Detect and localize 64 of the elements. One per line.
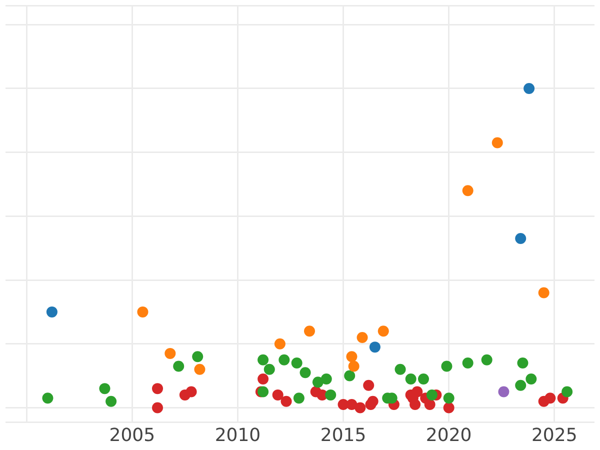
point bbox=[152, 402, 163, 414]
point bbox=[164, 348, 176, 359]
point bbox=[186, 386, 197, 398]
point bbox=[300, 367, 311, 378]
x-tick-label: 2015 bbox=[320, 424, 366, 446]
point bbox=[424, 399, 436, 410]
point bbox=[99, 383, 110, 394]
point bbox=[106, 396, 117, 407]
point bbox=[258, 373, 269, 384]
point bbox=[272, 389, 284, 400]
point bbox=[320, 373, 332, 384]
point bbox=[498, 386, 510, 398]
point bbox=[152, 383, 163, 394]
point bbox=[367, 396, 378, 407]
point bbox=[291, 358, 302, 369]
x-tick-label: 2010 bbox=[214, 424, 261, 446]
point bbox=[325, 389, 336, 400]
point bbox=[354, 402, 366, 414]
point bbox=[363, 380, 374, 391]
point bbox=[418, 373, 429, 384]
point bbox=[515, 233, 526, 244]
point bbox=[515, 380, 526, 391]
point bbox=[544, 392, 556, 404]
point bbox=[562, 386, 573, 398]
point bbox=[481, 354, 492, 366]
point bbox=[46, 306, 58, 318]
point bbox=[443, 392, 454, 404]
point bbox=[312, 376, 324, 388]
point bbox=[356, 332, 368, 343]
point bbox=[258, 386, 269, 398]
point bbox=[346, 399, 358, 410]
point bbox=[278, 354, 290, 366]
x-tick-label: 2005 bbox=[109, 424, 156, 446]
point bbox=[348, 360, 360, 372]
point bbox=[410, 399, 421, 410]
point bbox=[346, 351, 358, 362]
point bbox=[492, 137, 503, 148]
point bbox=[293, 392, 304, 404]
point bbox=[462, 358, 474, 369]
point bbox=[462, 185, 474, 196]
point bbox=[526, 373, 537, 384]
point bbox=[42, 392, 54, 404]
point bbox=[304, 326, 315, 337]
point bbox=[405, 373, 416, 384]
point bbox=[441, 360, 452, 372]
point bbox=[369, 342, 380, 353]
point bbox=[280, 396, 292, 407]
point bbox=[378, 326, 389, 337]
point bbox=[194, 364, 206, 375]
point bbox=[258, 354, 269, 366]
point bbox=[137, 306, 148, 318]
point bbox=[173, 360, 184, 372]
point bbox=[517, 358, 528, 369]
point bbox=[538, 287, 550, 298]
point bbox=[443, 402, 454, 414]
point bbox=[394, 364, 406, 375]
point bbox=[426, 389, 438, 400]
x-tick-label: 2020 bbox=[426, 424, 472, 446]
point bbox=[192, 351, 204, 362]
point bbox=[344, 370, 356, 382]
point bbox=[524, 82, 535, 94]
point bbox=[264, 364, 275, 375]
x-tick-label: 2025 bbox=[531, 424, 578, 446]
point bbox=[274, 338, 286, 350]
